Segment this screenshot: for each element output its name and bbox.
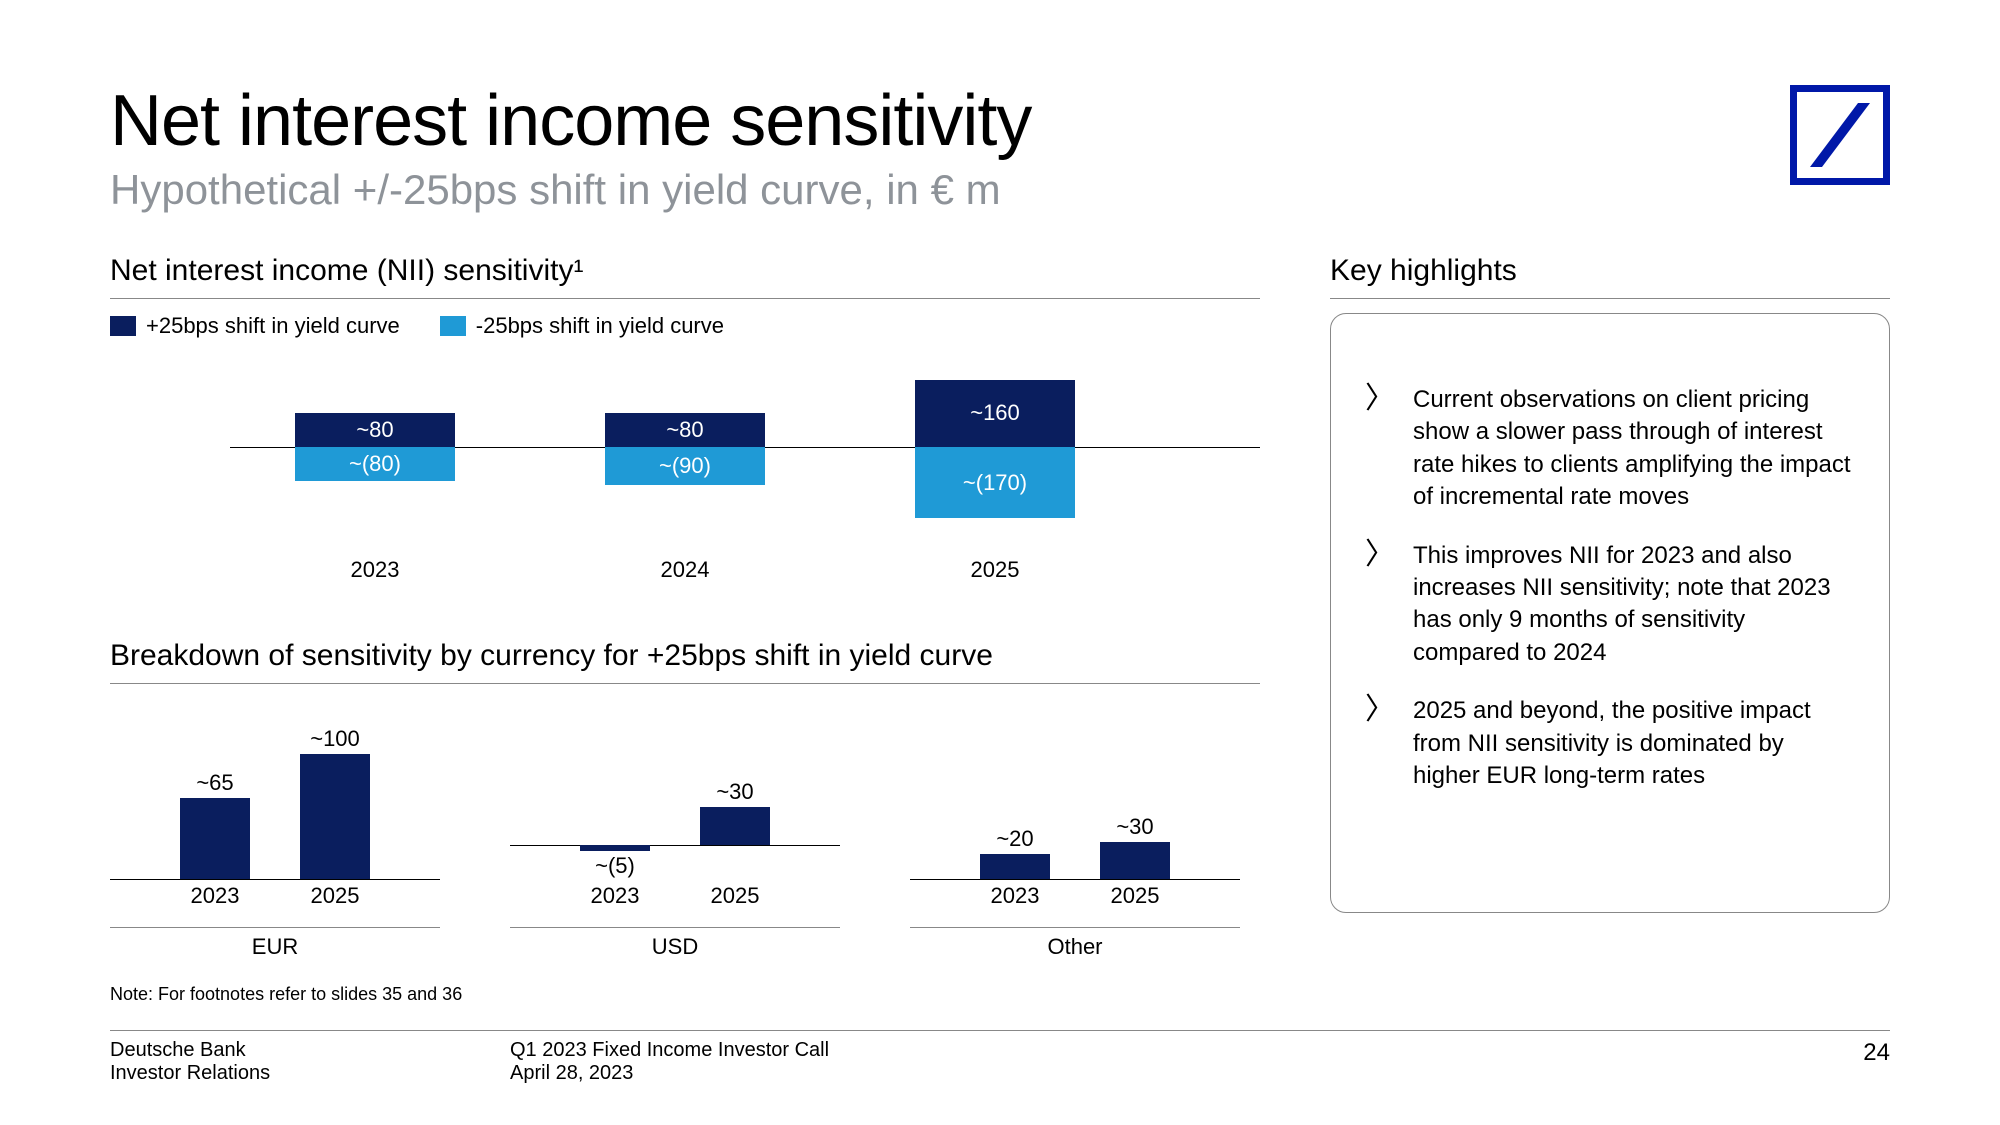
- mini-panel: ~20 ~30 2023 2025 Other: [910, 704, 1240, 960]
- mini-xlabel: 2025: [280, 883, 390, 909]
- mini-plot: ~20 ~30: [910, 704, 1240, 879]
- footer-org2: Investor Relations: [110, 1062, 510, 1085]
- columns: Net interest income (NII) sensitivity¹ +…: [110, 254, 1890, 960]
- chart1-xlabel: 2025: [915, 557, 1075, 583]
- slide: Net interest income sensitivity Hypothet…: [0, 0, 2000, 1125]
- angle-bracket-icon: 〉: [1365, 384, 1395, 514]
- mini-bar: [180, 798, 250, 879]
- mini-xlabels: 2023 2025: [910, 883, 1240, 913]
- mini-xlabels: 2023 2025: [510, 883, 840, 913]
- footer-event: Q1 2023 Fixed Income Investor Call: [510, 1039, 829, 1062]
- angle-bracket-icon: 〉: [1365, 695, 1395, 792]
- legend-swatch-plus25: [110, 316, 136, 336]
- footer-left: Deutsche Bank Investor Relations: [110, 1039, 510, 1085]
- mini-bar: [580, 845, 650, 851]
- mini-xlabel: 2023: [160, 883, 270, 909]
- mini-xlabel: 2025: [680, 883, 790, 909]
- db-logo: [1790, 85, 1890, 185]
- highlight-text: This improves NII for 2023 and also incr…: [1413, 540, 1855, 670]
- highlight-item: 〉2025 and beyond, the positive impact fr…: [1365, 695, 1855, 792]
- footer-page: 24: [1863, 1039, 1890, 1085]
- mini-value-label: ~100: [280, 726, 390, 752]
- mini-value-label: ~65: [160, 770, 270, 796]
- nii-sensitivity-chart: ~80~(80)2023~80~(90)2024~160~(170)2025: [110, 357, 1260, 597]
- chart1-xlabel: 2024: [605, 557, 765, 583]
- section2-title: Breakdown of sensitivity by currency for…: [110, 639, 1260, 684]
- mini-panel-name: USD: [510, 927, 840, 960]
- mini-plot: ~65 ~100: [110, 704, 440, 879]
- chart1-bar-above: ~80: [295, 413, 455, 447]
- mini-value-label: ~20: [960, 826, 1070, 852]
- footer: Deutsche Bank Investor Relations Q1 2023…: [110, 1030, 1890, 1085]
- mini-axis: [510, 845, 840, 846]
- mini-xlabels: 2023 2025: [110, 883, 440, 913]
- legend-label-minus25: -25bps shift in yield curve: [476, 313, 724, 339]
- chart1-bar-above: ~80: [605, 413, 765, 447]
- highlight-text: 2025 and beyond, the positive impact fro…: [1413, 695, 1855, 792]
- mini-xlabel: 2023: [960, 883, 1070, 909]
- footer-mid: Q1 2023 Fixed Income Investor Call April…: [510, 1039, 829, 1085]
- legend-item-plus25: +25bps shift in yield curve: [110, 313, 400, 339]
- chart1-bar-below: ~(80): [295, 447, 455, 481]
- breakdown-chart: ~65~10020232025EUR~(5)~3020232025USD~20~…: [110, 704, 1260, 960]
- highlight-item: 〉This improves NII for 2023 and also inc…: [1365, 540, 1855, 670]
- chart1-bar-above: ~160: [915, 380, 1075, 447]
- mini-plot: ~(5) ~30: [510, 704, 840, 879]
- chart1-bar-below: ~(170): [915, 447, 1075, 518]
- chart1-bar-below: ~(90): [605, 447, 765, 485]
- mini-bar: [980, 854, 1050, 879]
- mini-panel: ~(5) ~30 2023 2025 USD: [510, 704, 840, 960]
- highlight-text: Current observations on client pricing s…: [1413, 384, 1855, 514]
- mini-value-label: ~30: [1080, 814, 1190, 840]
- mini-panel: ~65 ~100 2023 2025 EUR: [110, 704, 440, 960]
- legend-item-minus25: -25bps shift in yield curve: [440, 313, 724, 339]
- legend-label-plus25: +25bps shift in yield curve: [146, 313, 400, 339]
- page-subtitle: Hypothetical +/-25bps shift in yield cur…: [110, 166, 1890, 214]
- right-column: Key highlights 〉Current observations on …: [1330, 254, 1890, 960]
- mini-bar: [300, 754, 370, 879]
- mini-panel-name: EUR: [110, 927, 440, 960]
- section1-title: Net interest income (NII) sensitivity¹: [110, 254, 1260, 299]
- chart1-legend: +25bps shift in yield curve -25bps shift…: [110, 313, 1260, 339]
- mini-axis: [110, 879, 440, 880]
- mini-xlabel: 2025: [1080, 883, 1190, 909]
- footer-date: April 28, 2023: [510, 1062, 829, 1085]
- page-title: Net interest income sensitivity: [110, 80, 1890, 162]
- mini-value-label: ~30: [680, 779, 790, 805]
- mini-axis: [910, 879, 1240, 880]
- left-column: Net interest income (NII) sensitivity¹ +…: [110, 254, 1260, 960]
- footnote: Note: For footnotes refer to slides 35 a…: [110, 984, 462, 1005]
- legend-swatch-minus25: [440, 316, 466, 336]
- mini-panel-name: Other: [910, 927, 1240, 960]
- mini-bar: [1100, 842, 1170, 880]
- chart1-xlabel: 2023: [295, 557, 455, 583]
- highlight-item: 〉Current observations on client pricing …: [1365, 384, 1855, 514]
- highlights-box: 〉Current observations on client pricing …: [1330, 313, 1890, 913]
- mini-value-label: ~(5): [560, 853, 670, 879]
- highlights-title: Key highlights: [1330, 254, 1890, 299]
- mini-xlabel: 2023: [560, 883, 670, 909]
- mini-bar: [700, 807, 770, 845]
- angle-bracket-icon: 〉: [1365, 540, 1395, 670]
- footer-org1: Deutsche Bank: [110, 1039, 510, 1062]
